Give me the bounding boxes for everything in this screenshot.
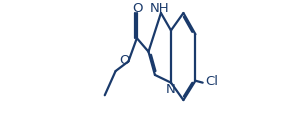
Text: NH: NH	[150, 2, 170, 15]
Text: O: O	[119, 54, 129, 67]
Text: N: N	[165, 83, 175, 96]
Text: O: O	[132, 2, 143, 15]
Text: Cl: Cl	[206, 75, 219, 88]
